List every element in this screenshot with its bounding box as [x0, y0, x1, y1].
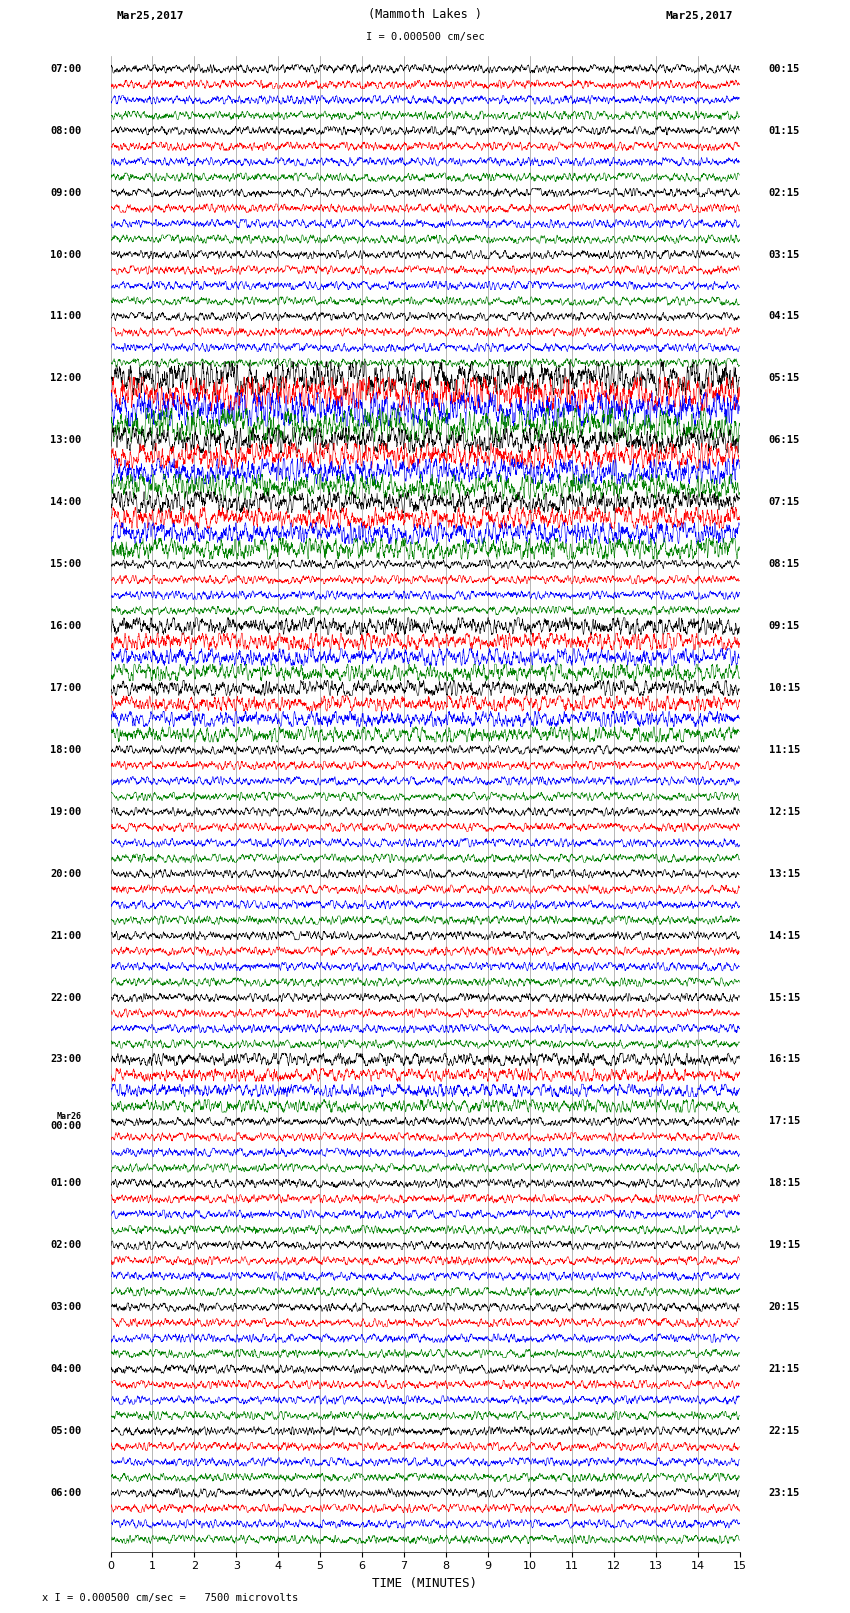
Text: 07:15: 07:15 [769, 497, 800, 506]
Text: 21:15: 21:15 [769, 1365, 800, 1374]
Text: 00:15: 00:15 [769, 65, 800, 74]
Text: 19:15: 19:15 [769, 1240, 800, 1250]
Text: 06:00: 06:00 [50, 1487, 81, 1498]
Text: 18:15: 18:15 [769, 1179, 800, 1189]
X-axis label: TIME (MINUTES): TIME (MINUTES) [372, 1578, 478, 1590]
Text: 15:15: 15:15 [769, 992, 800, 1003]
Text: 20:00: 20:00 [50, 869, 81, 879]
Text: 15:00: 15:00 [50, 560, 81, 569]
Text: 16:00: 16:00 [50, 621, 81, 631]
Text: 08:00: 08:00 [50, 126, 81, 135]
Text: 11:00: 11:00 [50, 311, 81, 321]
Text: I = 0.000500 cm/sec: I = 0.000500 cm/sec [366, 32, 484, 42]
Text: 06:15: 06:15 [769, 436, 800, 445]
Text: 12:00: 12:00 [50, 374, 81, 384]
Text: 18:00: 18:00 [50, 745, 81, 755]
Text: 02:00: 02:00 [50, 1240, 81, 1250]
Text: 08:15: 08:15 [769, 560, 800, 569]
Text: 01:15: 01:15 [769, 126, 800, 135]
Text: Mar26: Mar26 [56, 1113, 81, 1121]
Text: 19:00: 19:00 [50, 806, 81, 816]
Text: 10:15: 10:15 [769, 682, 800, 694]
Text: 21:00: 21:00 [50, 931, 81, 940]
Text: 00:00: 00:00 [50, 1121, 81, 1131]
Text: 09:15: 09:15 [769, 621, 800, 631]
Text: 05:15: 05:15 [769, 374, 800, 384]
Text: 07:00: 07:00 [50, 65, 81, 74]
Text: 03:00: 03:00 [50, 1302, 81, 1311]
Text: 23:15: 23:15 [769, 1487, 800, 1498]
Text: 22:15: 22:15 [769, 1426, 800, 1436]
Text: 04:15: 04:15 [769, 311, 800, 321]
Text: 10:00: 10:00 [50, 250, 81, 260]
Text: 17:00: 17:00 [50, 682, 81, 694]
Text: 02:15: 02:15 [769, 187, 800, 198]
Text: 09:00: 09:00 [50, 187, 81, 198]
Text: 20:15: 20:15 [769, 1302, 800, 1311]
Text: 03:15: 03:15 [769, 250, 800, 260]
Text: (Mammoth Lakes ): (Mammoth Lakes ) [368, 8, 482, 21]
Text: 05:00: 05:00 [50, 1426, 81, 1436]
Text: 01:00: 01:00 [50, 1179, 81, 1189]
Text: 23:00: 23:00 [50, 1055, 81, 1065]
Text: 17:15: 17:15 [769, 1116, 800, 1126]
Text: 04:00: 04:00 [50, 1365, 81, 1374]
Text: 14:15: 14:15 [769, 931, 800, 940]
Text: 13:00: 13:00 [50, 436, 81, 445]
Text: 13:15: 13:15 [769, 869, 800, 879]
Text: 22:00: 22:00 [50, 992, 81, 1003]
Text: 16:15: 16:15 [769, 1055, 800, 1065]
Text: x I = 0.000500 cm/sec =   7500 microvolts: x I = 0.000500 cm/sec = 7500 microvolts [42, 1594, 298, 1603]
Text: 14:00: 14:00 [50, 497, 81, 506]
Text: Mar25,2017: Mar25,2017 [666, 11, 734, 21]
Text: 12:15: 12:15 [769, 806, 800, 816]
Text: Mar25,2017: Mar25,2017 [116, 11, 184, 21]
Text: 11:15: 11:15 [769, 745, 800, 755]
